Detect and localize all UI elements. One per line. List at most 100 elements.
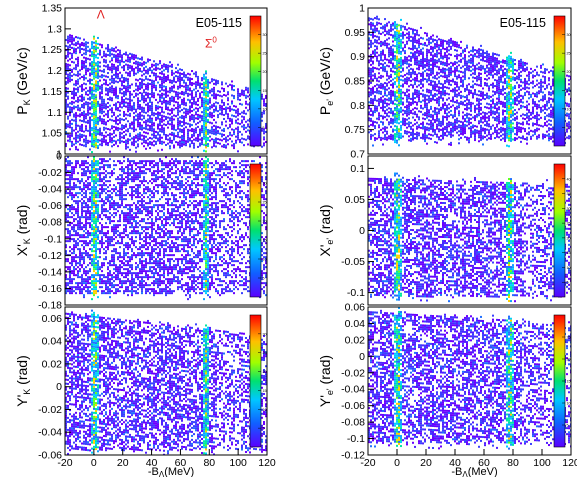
colorbar-tick-label: 30 [567, 33, 571, 37]
colorbar-tick-label: 35 [567, 192, 571, 196]
colorbar-tick-label: 25 [567, 336, 571, 340]
colorbar-tick-label: 10 [263, 258, 267, 262]
plot-frame [64, 155, 268, 306]
colorbar [553, 15, 566, 147]
colorbar [249, 163, 262, 298]
colorbar-tick-label: 25 [263, 52, 267, 56]
y-tick-label: 1 [359, 3, 365, 15]
y-tick-label: 0 [359, 225, 365, 237]
y-tick-label: 0 [56, 151, 62, 163]
y-tick-label: 0.85 [345, 76, 366, 88]
colorbar-tick-label: 25 [567, 222, 571, 226]
colorbar-tick-label: 5 [567, 126, 569, 130]
y-tick-label: 1.15 [42, 86, 63, 98]
colorbar [249, 15, 262, 147]
y-tick-label: 1.25 [42, 44, 63, 56]
y-tick-label: -0.12 [341, 450, 365, 462]
y-axis-label: X'K (rad) [14, 205, 32, 256]
x-tick-label: 20 [420, 457, 432, 469]
colorbar-tick-label: 5 [263, 126, 265, 130]
colorbar-tick-label: 10 [567, 107, 571, 111]
y-tick-label: 0 [56, 381, 62, 393]
x-axis-label: -BΛ(MeV) [148, 466, 194, 477]
y-tick-label: -0.02 [341, 367, 365, 379]
colorbar-tick-label: 20 [263, 220, 267, 224]
colorbar [249, 314, 262, 448]
colorbar-tick-label: 5 [263, 277, 265, 281]
colorbar-tick-label: 10 [567, 402, 571, 406]
y-tick-label: 1.35 [42, 3, 63, 15]
colorbar-tick-label: 25 [263, 351, 267, 355]
chart-panel-left-top: 1.35 1.3 1.25 1.2 1.15 1.1 1.05 1 PK (GeV/c) E05-… [14, 3, 268, 161]
colorbar-tick-label: 15 [567, 251, 571, 255]
y-tick-label: 0.04 [345, 318, 366, 330]
colorbar-tick-label: 30 [263, 33, 267, 37]
colorbar-tick-label: 20 [567, 236, 571, 240]
x-tick-label: 0 [91, 457, 97, 469]
y-tick-label: -0.06 [341, 400, 365, 412]
colorbar-tick-label: 20 [263, 370, 267, 374]
density-cells [65, 156, 267, 301]
colorbar-tick-label: 10 [263, 107, 267, 111]
y-tick-label: -0.1 [44, 233, 62, 245]
y-tick-label: -0.18 [38, 300, 62, 312]
peak-annotation: Σ0 [205, 36, 217, 51]
y-tick-label: 0.06 [42, 313, 63, 325]
y-tick-label: 1.2 [47, 65, 62, 77]
colorbar-tick-label: 20 [263, 70, 267, 74]
y-tick-label: 0.7 [350, 149, 365, 161]
colorbar-tick-label: 30 [263, 182, 267, 186]
y-tick-label: -0.14 [38, 266, 62, 278]
density-cells [368, 307, 571, 450]
colorbar-tick-label: 20 [567, 70, 571, 74]
y-tick-label: -0.08 [341, 417, 365, 429]
x-tick-label: 0 [394, 457, 400, 469]
colorbar-tick-label: 30 [263, 332, 267, 336]
x-tick-label: 60 [175, 457, 187, 469]
x-tick-label: -20 [360, 457, 375, 469]
y-tick-label: 0.02 [345, 334, 366, 346]
y-axis-label: Y'K (rad) [14, 355, 32, 406]
y-tick-label: 0.02 [42, 358, 63, 370]
y-tick-label: 1 [56, 149, 62, 161]
x-tick-label: 40 [449, 457, 461, 469]
plot-frame [367, 306, 572, 456]
y-tick-label: -0.16 [38, 283, 62, 295]
colorbar-tick-label: 10 [567, 266, 571, 270]
colorbar-tick-label: 40 [567, 177, 571, 181]
chart-panel-left-bottom: 0.06 0.04 0.02 0 -0.02 -0.04 -0.06-20 0 20 40 60 80… [14, 306, 276, 477]
x-tick-label: 20 [117, 457, 129, 469]
plot-frame [64, 7, 268, 155]
y-axis-label: X'e' (rad) [317, 204, 335, 256]
density-cells [65, 34, 267, 154]
y-tick-label: -0.12 [38, 250, 62, 262]
colorbar-tick-label: 15 [263, 389, 267, 393]
colorbar-tick-label: 25 [263, 201, 267, 205]
experiment-label: E05-115 [196, 16, 242, 30]
y-tick-label: 1.05 [42, 128, 63, 140]
y-tick-label: 0.9 [350, 51, 365, 63]
y-tick-label: -0.02 [38, 167, 62, 179]
y-tick-label: -0.06 [38, 450, 62, 462]
density-cells [65, 309, 267, 455]
colorbar-tick-label: 15 [263, 89, 267, 93]
y-axis-label: PK (GeV/c) [14, 47, 32, 114]
x-tick-label: 100 [229, 457, 247, 469]
chart-panel-right-bottom: 0.06 0.04 0.02 0 -0.02 -0.04 -0.06 -0.08 -0.1 -0.… [317, 302, 577, 477]
colorbar-tick-label: 15 [567, 380, 571, 384]
y-axis-label: Y'e' (rad) [317, 355, 335, 407]
colorbar-tick-label: 5 [567, 281, 569, 285]
y-tick-label: -0.1 [347, 433, 365, 445]
y-tick-label: -0.04 [38, 184, 62, 196]
density-cells [368, 172, 571, 303]
colorbar-tick-label: 15 [263, 239, 267, 243]
y-axis-label: Pe' (GeV/c) [317, 47, 335, 115]
y-tick-label: 0.04 [42, 336, 63, 348]
x-tick-label: -20 [57, 457, 72, 469]
colorbar-tick-label: 10 [263, 408, 267, 412]
colorbar-tick-label: 20 [567, 358, 571, 362]
x-tick-label: 80 [203, 457, 215, 469]
experiment-label: E05-115 [500, 16, 546, 30]
y-tick-label: -0.1 [347, 287, 365, 299]
y-tick-label: 0 [359, 351, 365, 363]
